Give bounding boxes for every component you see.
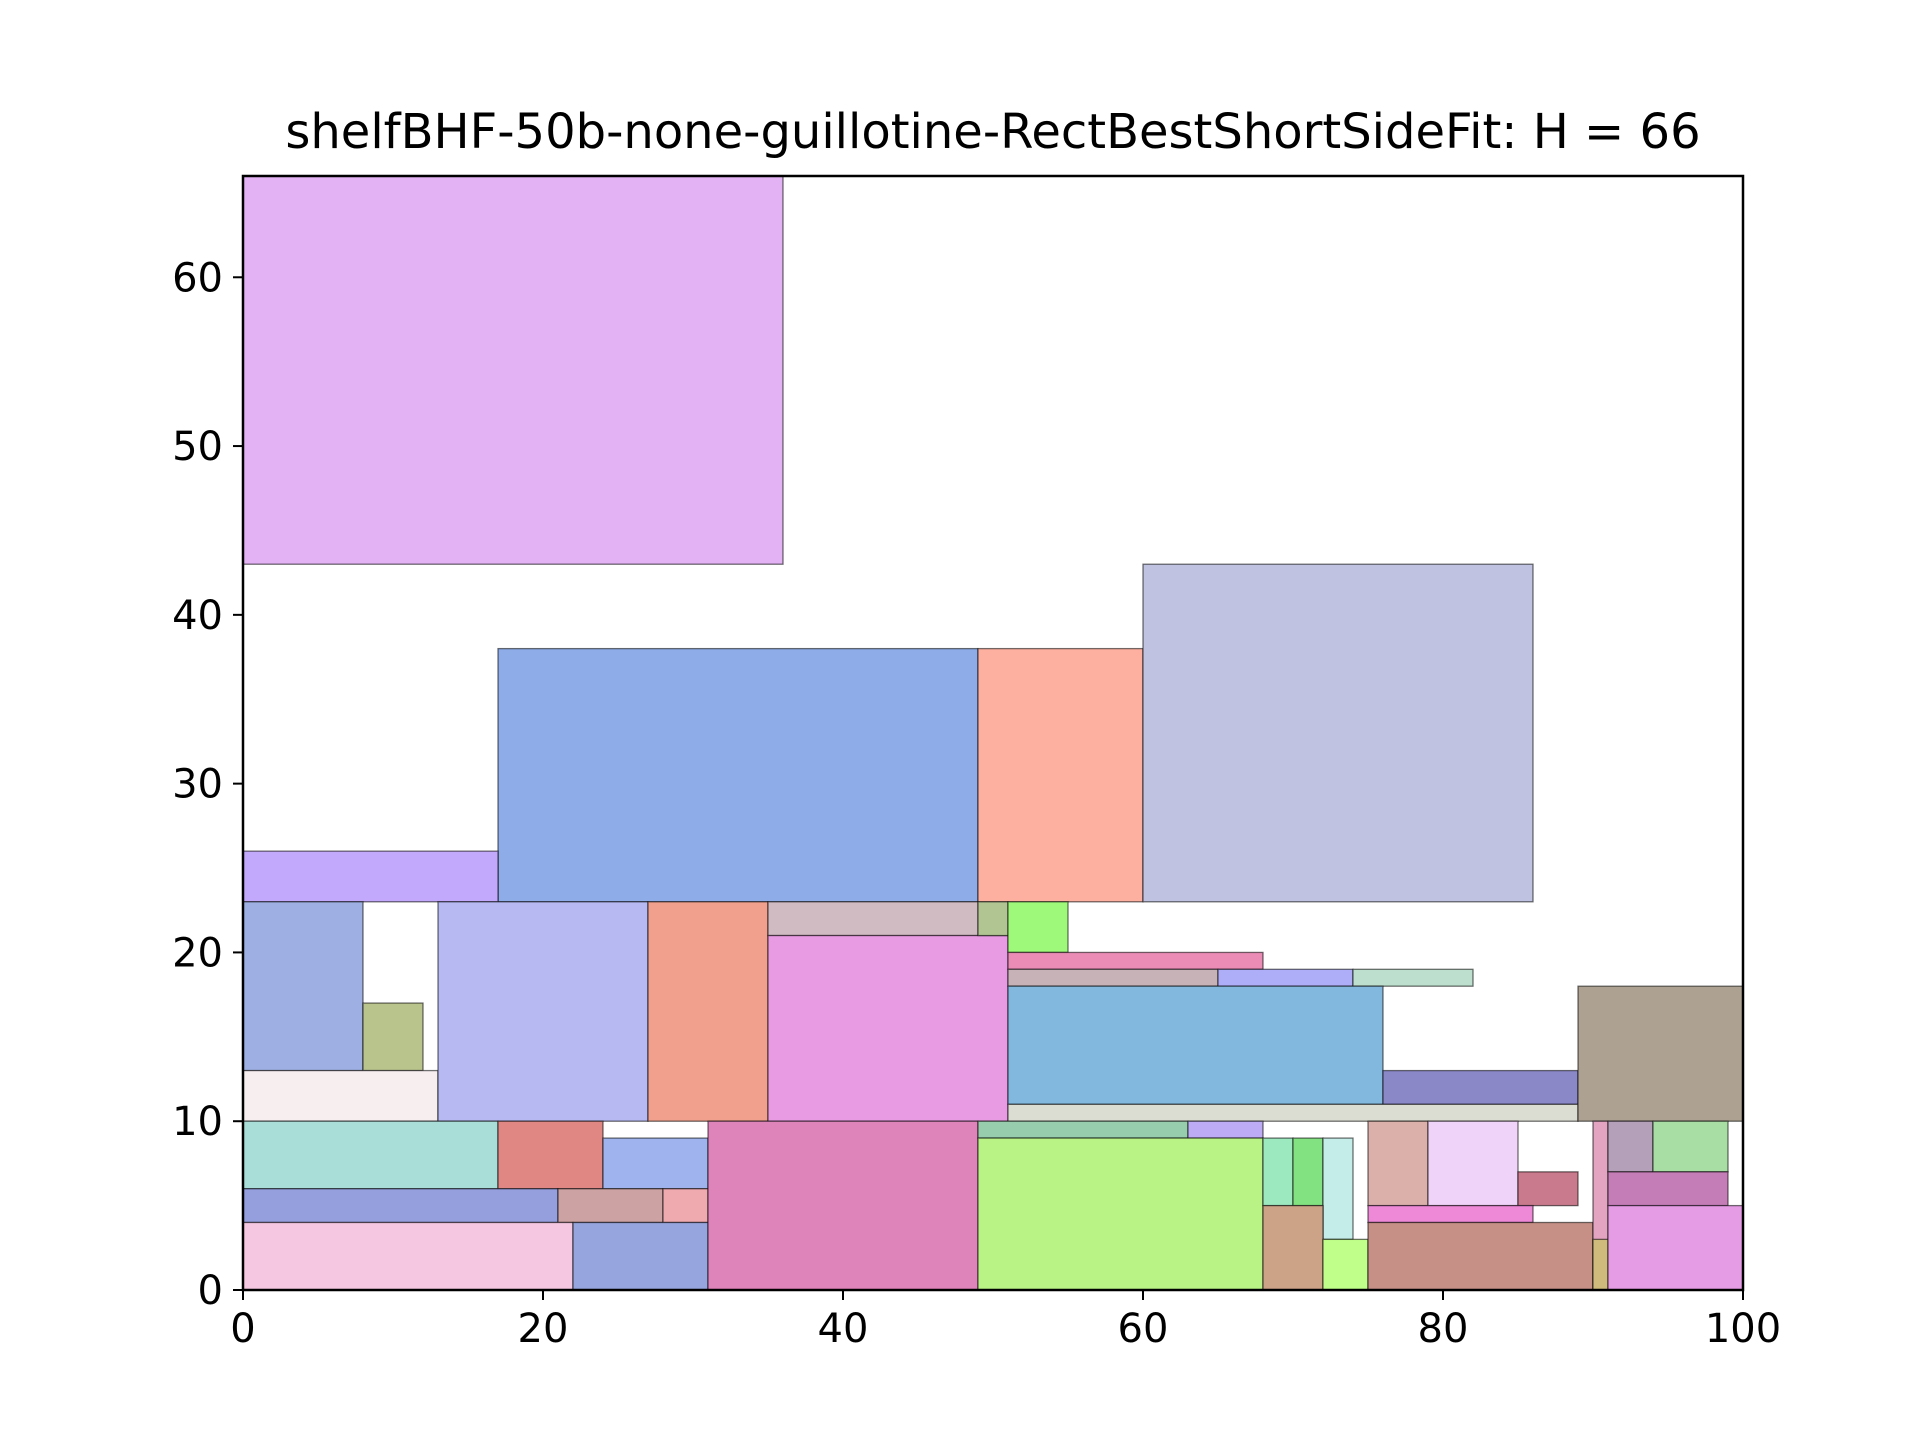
packed-rectangle-2 [497,647,979,903]
packed-rectangle-42 [1517,1171,1579,1207]
packed-rectangle-8 [242,1069,439,1122]
packed-rectangle-25 [602,1137,709,1190]
packed-rectangle-32 [977,1120,1189,1139]
packed-rectangle-26 [242,1188,559,1224]
x-tick-label: 80 [1418,1306,1469,1352]
packed-rectangle-24 [497,1120,604,1190]
packed-rectangle-9 [437,901,649,1122]
packed-rectangle-47 [1607,1120,1654,1173]
packed-rectangle-18 [1352,968,1474,987]
x-axis: 0 20 40 60 80 100 [230,1290,1781,1352]
packed-rectangle-49 [1607,1171,1729,1207]
x-tick-label: 60 [1118,1306,1169,1352]
rectangles-layer [242,175,1744,1291]
packed-rectangle-34 [977,1137,1264,1291]
chart-title: shelfBHF-50b-none-guillotine-RectBestSho… [285,104,1700,160]
x-tick-label: 40 [818,1306,869,1352]
packed-rectangle-16 [1007,968,1219,987]
x-tick-label: 20 [518,1306,569,1352]
y-tick-label: 10 [172,1099,223,1145]
packed-rectangle-48 [1652,1120,1729,1173]
packed-rectangle-39 [1322,1238,1369,1291]
packed-rectangle-37 [1322,1137,1354,1241]
packed-rectangle-14 [1007,901,1069,954]
packed-rectangle-29 [242,1221,574,1291]
packed-rectangle-4 [1142,563,1534,903]
packed-rectangle-50 [1607,1204,1744,1291]
packed-rectangle-31 [707,1120,979,1291]
packed-rectangle-23 [242,1120,499,1190]
packed-rectangle-46 [1592,1238,1609,1291]
packed-rectangle-33 [1187,1120,1264,1139]
packed-rectangle-22 [1577,985,1744,1122]
packed-rectangle-30 [572,1221,709,1291]
packed-rectangle-11 [767,901,979,937]
y-tick-label: 0 [198,1268,223,1314]
packed-rectangle-35 [1262,1137,1294,1207]
packed-rectangle-40 [1367,1120,1429,1207]
packed-rectangle-38 [1262,1204,1324,1291]
packed-rectangle-15 [1007,951,1264,970]
packed-rectangle-43 [1367,1204,1534,1224]
packed-rectangle-21 [1007,1103,1579,1122]
y-tick-label: 60 [172,255,223,301]
packed-rectangle-17 [1217,968,1354,987]
packed-rectangle-44 [1367,1221,1594,1291]
packed-rectangle-10 [647,901,769,1122]
y-axis: 0 10 20 30 40 50 60 [172,255,243,1314]
packed-rectangle-36 [1292,1137,1324,1207]
packed-rectangle-3 [977,647,1144,903]
packed-rectangle-20 [1382,1069,1579,1105]
x-tick-label: 0 [230,1306,255,1352]
y-tick-label: 20 [172,930,223,976]
packed-rectangle-5 [242,850,499,903]
packed-rectangle-13 [977,901,1009,937]
y-tick-label: 30 [172,762,223,808]
packed-rectangle-12 [767,934,1009,1122]
packed-rectangle-7 [362,1002,424,1072]
x-tick-label: 100 [1705,1306,1781,1352]
packed-rectangle-6 [242,901,364,1072]
packed-rectangle-19 [1007,985,1384,1105]
packed-rectangle-27 [557,1188,664,1224]
y-tick-label: 40 [172,593,223,639]
packed-rectangle-41 [1427,1120,1519,1207]
packed-rectangle-28 [662,1188,709,1224]
axes-frame [241,174,1745,1292]
y-tick-label: 50 [172,424,223,470]
packed-rectangle-1 [242,175,784,565]
